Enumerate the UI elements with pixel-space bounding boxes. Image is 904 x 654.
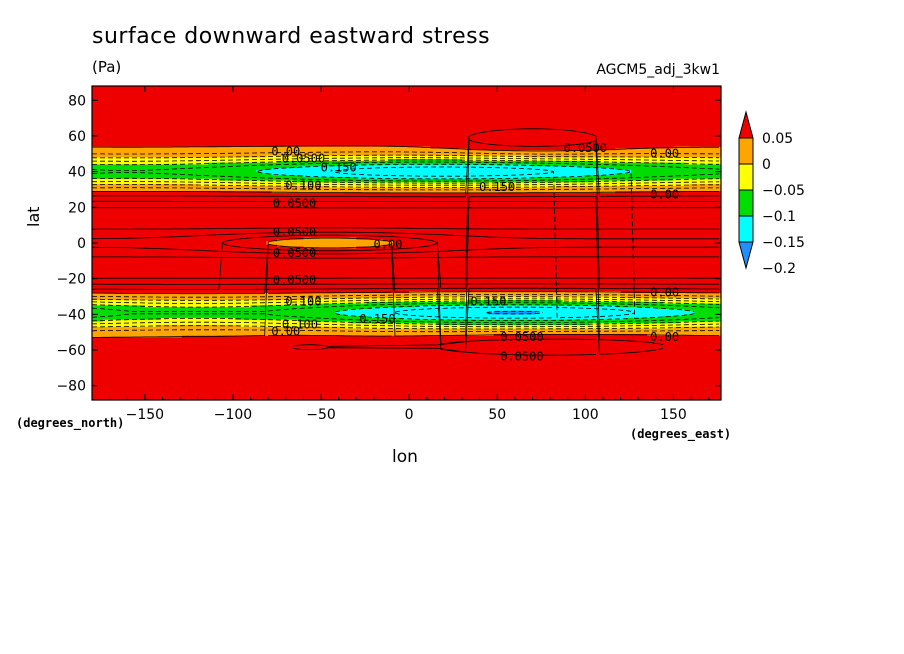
chart-svg: 0.0500 0.000.000.05000.1500.1500.000.1000… xyxy=(0,0,904,654)
stress-field xyxy=(92,86,722,401)
